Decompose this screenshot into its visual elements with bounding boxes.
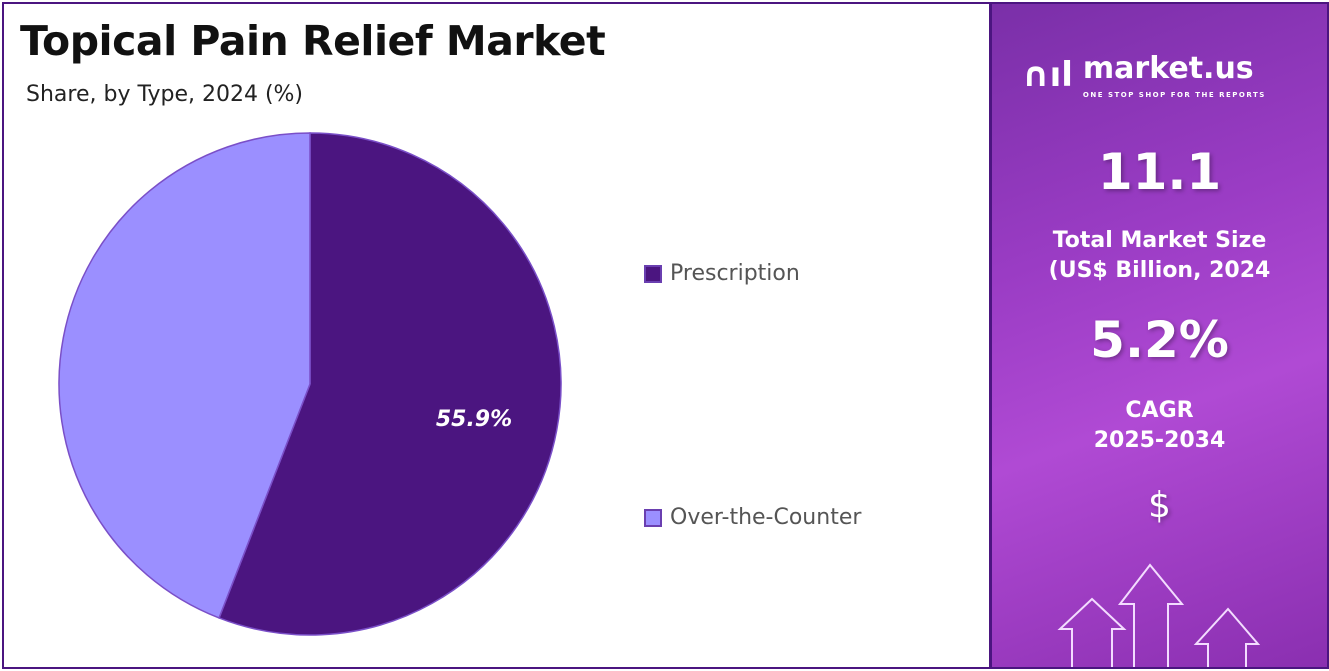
logo-icon: ∩ıl [1022, 55, 1073, 95]
logo-tagline: ONE STOP SHOP FOR THE REPORTS [1082, 91, 1266, 99]
logo: ∩ıl market.us ONE STOP SHOP FOR THE REPO… [1022, 50, 1266, 100]
legend-label: Prescription [670, 261, 800, 286]
logo-name: market.us [1082, 51, 1254, 86]
summary-panel: ∩ıl market.us ONE STOP SHOP FOR THE REPO… [990, 2, 1329, 669]
chart-title: Topical Pain Relief Market [20, 17, 606, 65]
dollar-icon: $ [1148, 485, 1171, 526]
cagr-label: CAGR [1125, 398, 1194, 423]
legend-swatch [644, 265, 662, 283]
cagr-period: 2025-2034 [1093, 428, 1226, 453]
data-label: 55.9% [436, 407, 512, 432]
pie-slice-over-the-counter [58, 132, 311, 619]
market-size-value: 11.1 [1097, 143, 1222, 201]
pie-slice-prescription [218, 132, 562, 636]
market-size-label: Total Market Size [1052, 228, 1267, 253]
legend-swatch [644, 509, 662, 527]
cagr-value: 5.2% [1090, 311, 1229, 369]
legend-item-prescription: Prescription [644, 260, 800, 288]
legend-label: Over-the-Counter [670, 505, 862, 530]
legend-item-otc: Over-the-Counter [644, 504, 861, 532]
chart-subtitle: Share, by Type, 2024 (%) [26, 82, 304, 107]
chart-panel: Topical Pain Relief Market Share, by Typ… [2, 2, 991, 669]
arrows-up-icon [1057, 563, 1261, 667]
market-size-unit: (US$ Billion, 2024 [1048, 258, 1271, 283]
pie-chart: 55.9% [58, 132, 562, 636]
